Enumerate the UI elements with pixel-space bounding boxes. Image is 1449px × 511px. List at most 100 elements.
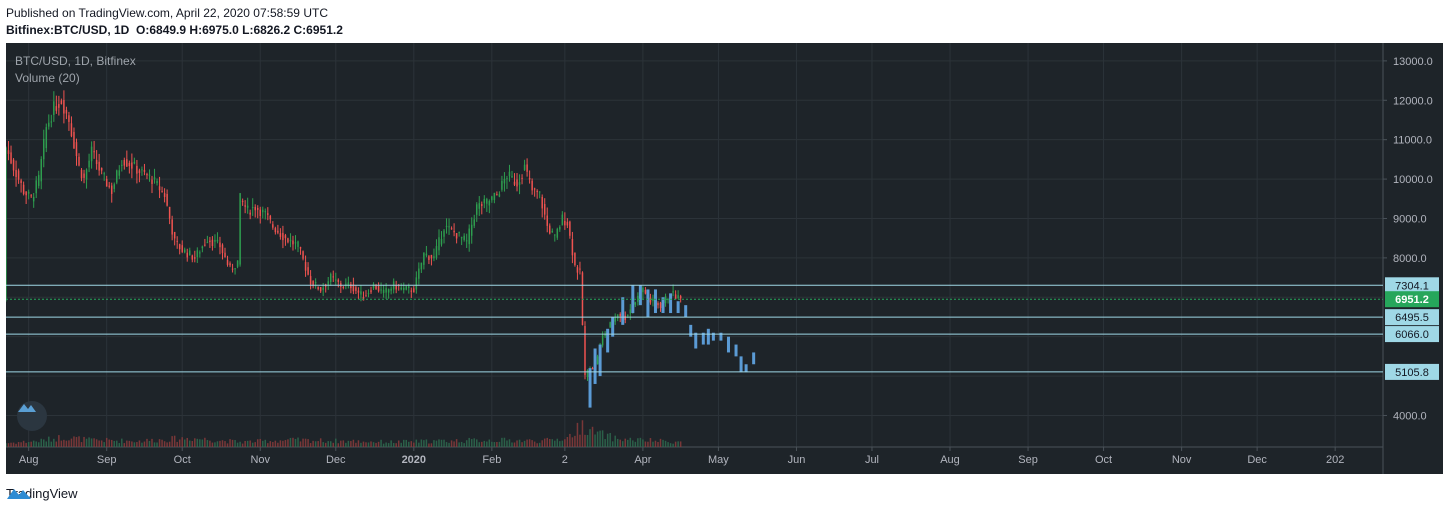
- candle-body: [143, 170, 146, 172]
- x-tick-label: 2: [562, 454, 568, 466]
- candle-body: [118, 170, 121, 176]
- footer-brand[interactable]: TradingView: [6, 486, 78, 501]
- candle-body: [45, 127, 48, 149]
- candle-body: [279, 233, 282, 237]
- volume-bar: [574, 435, 576, 447]
- candle-body: [199, 252, 201, 254]
- volume-bar: [443, 439, 445, 447]
- volume-bar: [88, 437, 90, 447]
- volume-bar: [473, 438, 475, 447]
- x-tick-label: 202: [1326, 454, 1344, 466]
- candle-body: [614, 317, 616, 322]
- candle-body: [277, 230, 279, 233]
- y-tick-label: 13000.0: [1393, 56, 1433, 68]
- candle-body: [571, 238, 574, 256]
- x-tick-label: Sep: [97, 454, 117, 466]
- volume-bar: [27, 442, 30, 447]
- candle-body: [70, 123, 73, 137]
- candle-body: [634, 302, 637, 305]
- open-label: O:: [136, 23, 150, 37]
- price-chart[interactable]: 7304.1 6951.2 6495.5 6066.0 5105.8 4000.0 8000…: [6, 43, 1443, 474]
- candle-body: [554, 234, 556, 236]
- chart-symbol-title: BTC/USD, 1D, Bitfinex: [15, 54, 136, 68]
- volume-bar: [335, 438, 337, 447]
- volume-bar: [151, 438, 153, 447]
- candle-body: [151, 179, 153, 184]
- candle-body: [27, 191, 30, 194]
- volume-bar: [7, 443, 10, 447]
- volume-bar: [146, 438, 148, 447]
- tradingview-logo-badge[interactable]: [17, 401, 47, 431]
- volume-bar: [121, 438, 123, 447]
- projection-bar: [752, 352, 756, 365]
- volume-bar: [279, 440, 282, 447]
- candle-body: [435, 246, 438, 258]
- volume-bar: [493, 442, 496, 447]
- volume-bar: [292, 437, 294, 447]
- volume-bar: [15, 443, 17, 447]
- candle-body: [418, 268, 420, 279]
- candle-body: [289, 239, 292, 242]
- candle-body: [246, 205, 249, 208]
- candle-body: [108, 185, 110, 187]
- candle-body: [579, 268, 581, 270]
- volume-bar: [141, 442, 143, 447]
- candle-body: [141, 169, 143, 171]
- candle-body: [80, 169, 83, 179]
- candle-body: [186, 252, 189, 258]
- y-tick-label: 11000.0: [1393, 135, 1432, 147]
- volume-bar: [284, 440, 287, 447]
- volume-bar: [176, 441, 178, 447]
- candle-body: [209, 240, 211, 242]
- candle-body: [163, 193, 166, 198]
- candle-body: [574, 252, 576, 266]
- volume-bar: [231, 439, 234, 447]
- volume-bar: [430, 443, 433, 447]
- published-line: Published on TradingView.com, April 22, …: [6, 6, 328, 20]
- volume-bar: [448, 442, 450, 447]
- symbol-label: Bitfinex:BTC/USD, 1D: [6, 23, 130, 37]
- volume-bar: [486, 441, 488, 447]
- candle-body: [214, 240, 216, 242]
- candle-body: [116, 170, 118, 183]
- candle-body: [445, 225, 448, 228]
- volume-bar: [63, 439, 65, 447]
- candle-body: [53, 101, 55, 116]
- candle-body: [322, 287, 324, 290]
- volume-bar: [614, 435, 616, 447]
- volume-bar: [455, 439, 458, 447]
- projection-bar: [621, 297, 625, 325]
- volume-bar: [362, 441, 365, 447]
- volume-bar: [332, 442, 335, 447]
- projection-bar: [588, 368, 592, 408]
- candle-body: [329, 273, 332, 283]
- volume-bar: [340, 440, 342, 447]
- candle-body: [229, 263, 231, 266]
- x-tick-label: Nov: [250, 454, 270, 466]
- volume-bar: [216, 441, 219, 447]
- candle-body: [425, 253, 428, 256]
- price-level-tag: [1385, 363, 1439, 380]
- volume-bar: [116, 440, 118, 447]
- candle-body: [491, 196, 493, 201]
- x-tick-label: Sep: [1018, 454, 1038, 466]
- projection-bar: [719, 332, 723, 341]
- chart-area[interactable]: 7304.1 6951.2 6495.5 6066.0 5105.8 4000.0 8000…: [6, 43, 1443, 474]
- volume-bar: [387, 443, 390, 447]
- candle-body: [73, 131, 75, 149]
- volume-bar: [664, 440, 667, 447]
- x-tick-label: Nov: [1172, 454, 1192, 466]
- candle-body: [256, 208, 259, 210]
- candle-body: [136, 165, 138, 174]
- volume-bar: [211, 442, 214, 447]
- candle-body: [282, 232, 284, 241]
- candle-body: [345, 283, 347, 285]
- volume-bar: [345, 442, 347, 447]
- projection-bar: [734, 344, 738, 357]
- volume-bar: [423, 440, 425, 447]
- volume-bar: [244, 440, 246, 447]
- volume-bar: [413, 442, 415, 447]
- candle-body: [219, 242, 221, 248]
- candle-body: [380, 289, 382, 291]
- candle-body: [413, 288, 415, 293]
